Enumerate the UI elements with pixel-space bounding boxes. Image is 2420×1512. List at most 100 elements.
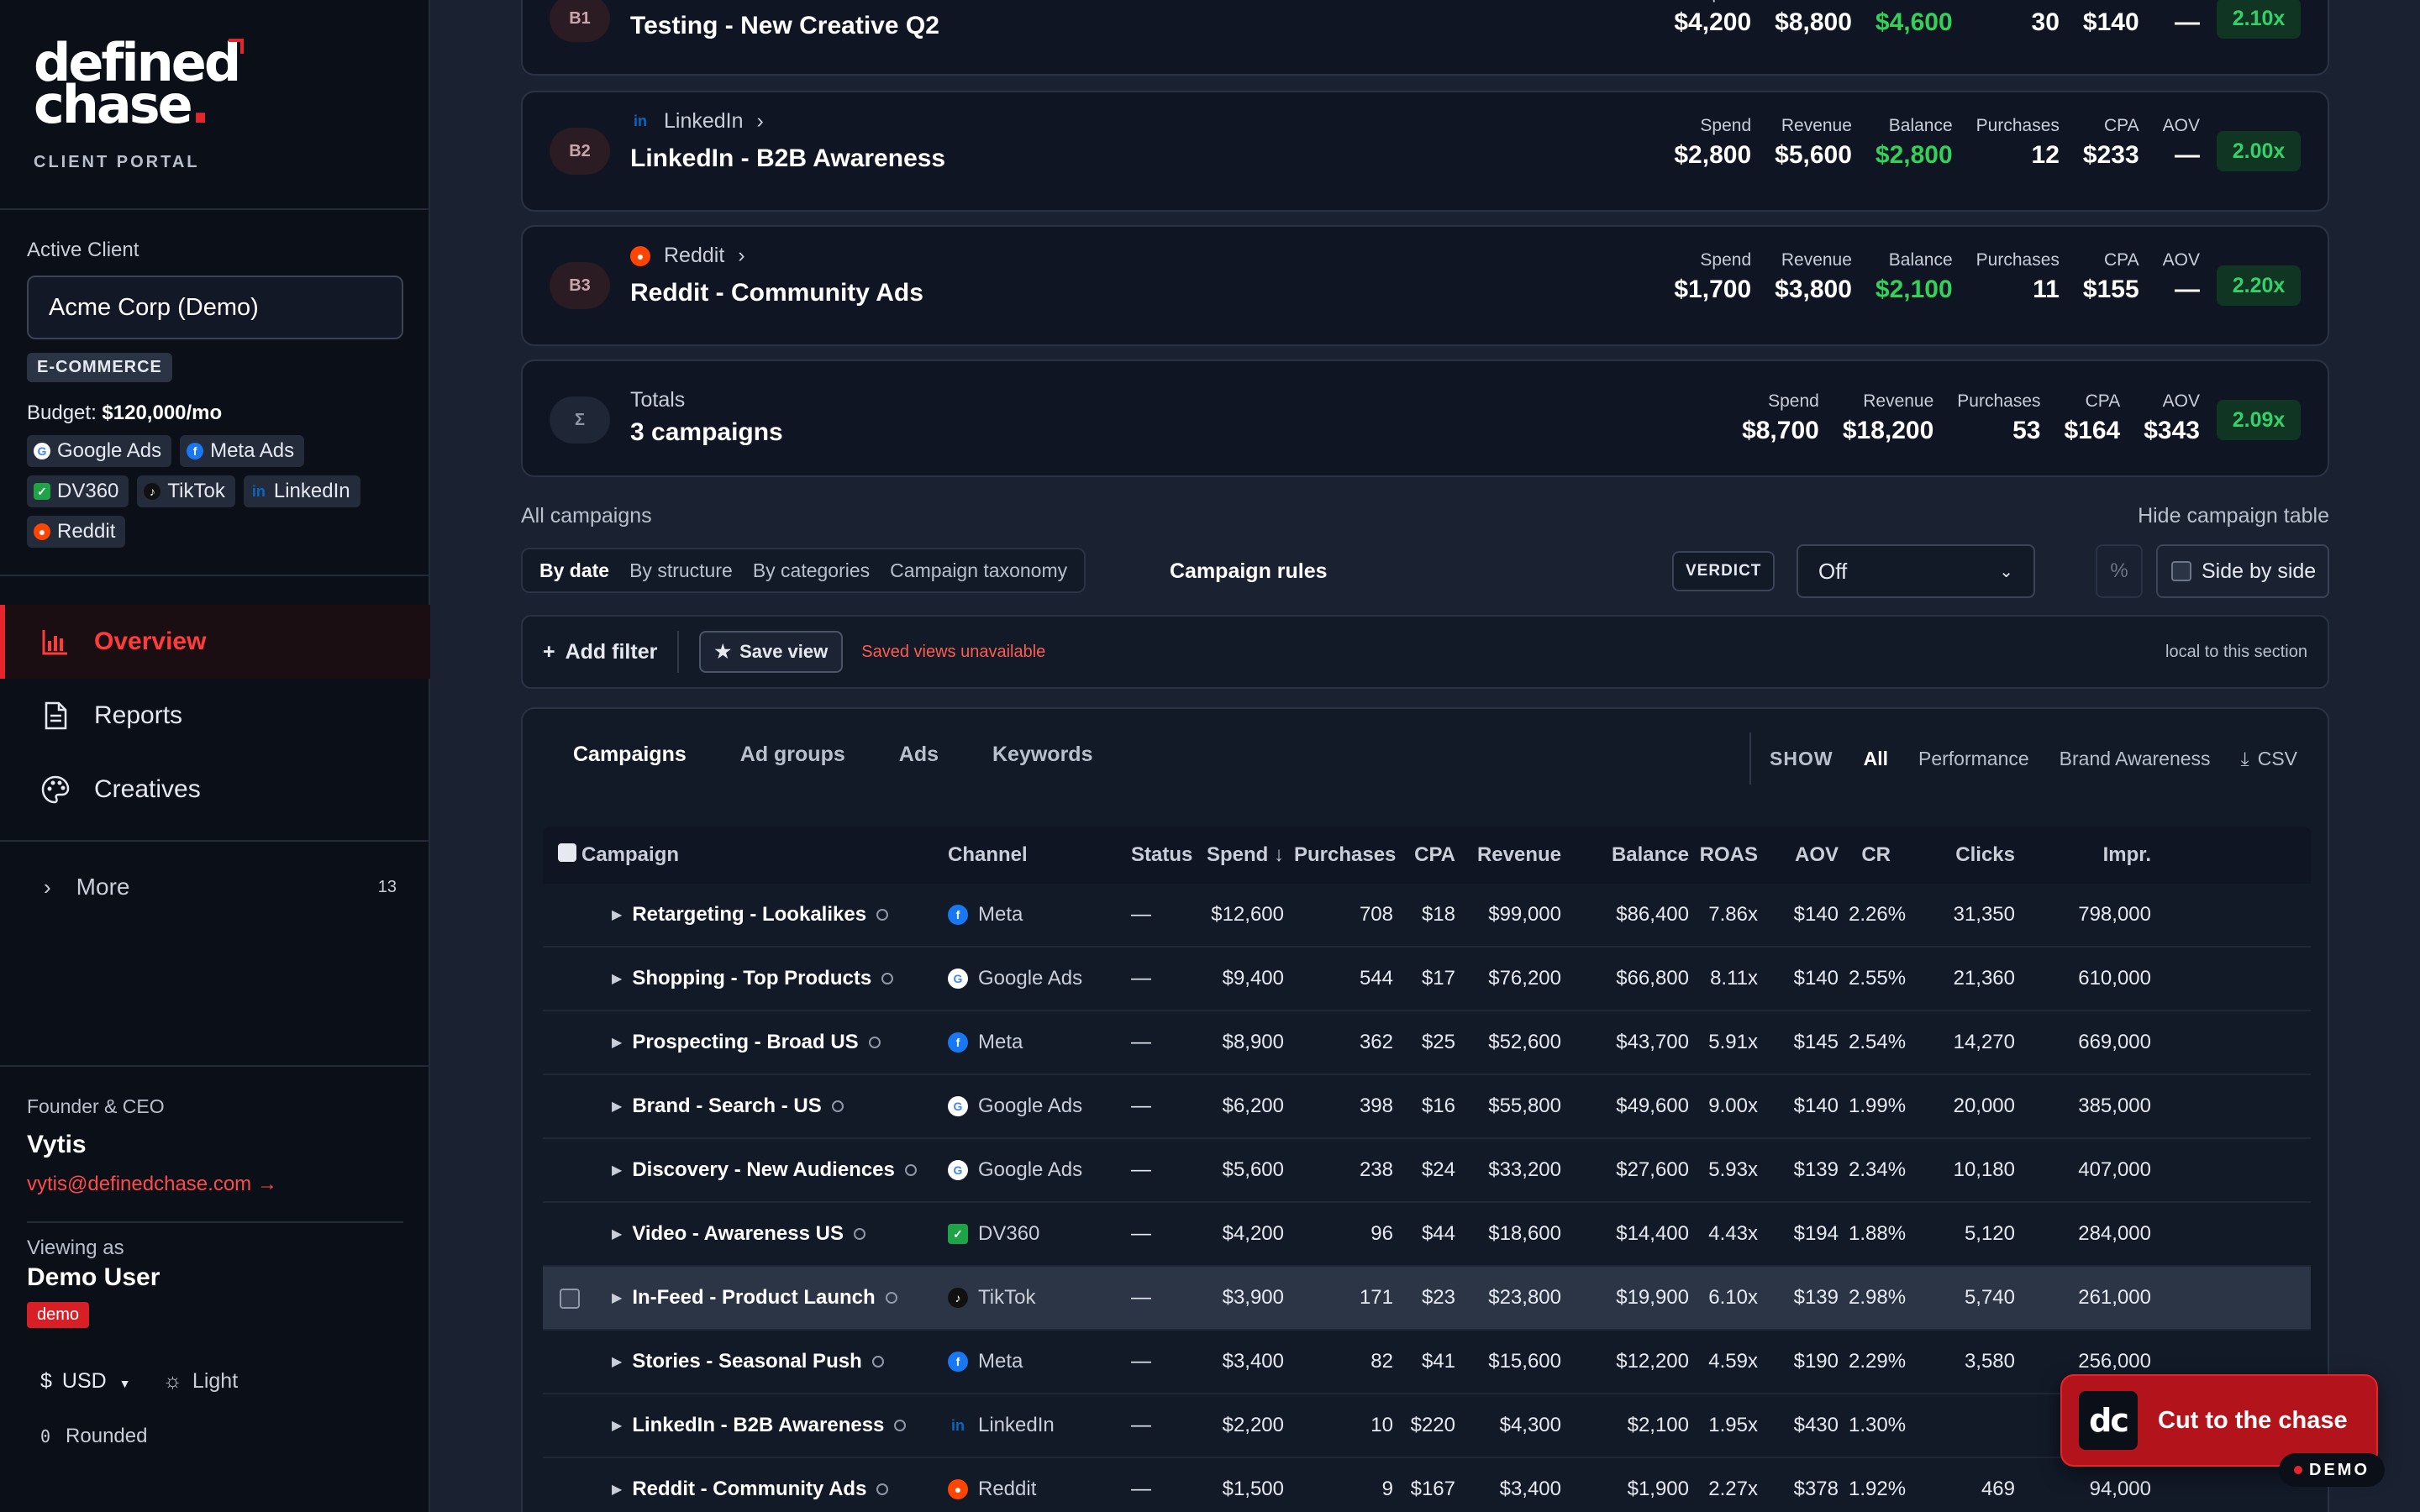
tab-ad-groups[interactable]: Ad groups	[739, 743, 845, 766]
table-row[interactable]: ▶ Prospecting - Broad US f Meta — $8,900 362 $2…	[543, 1011, 2311, 1075]
campaign-summary-card[interactable]: B3 ● Reddit › Reddit - Community Ads Spe…	[521, 225, 2329, 346]
table-row[interactable]: ▶ Reddit - Community Ads ● Reddit — $1,500 9 $1…	[543, 1458, 2311, 1512]
campaign-summary-card[interactable]: B2 in LinkedIn › LinkedIn - B2B Awarenes…	[521, 91, 2329, 212]
rounding-toggle[interactable]: 0 Rounded	[40, 1425, 147, 1448]
column-header-cr[interactable]: CR	[1861, 843, 1891, 866]
campaign-name[interactable]: In-Feed - Product Launch	[632, 1286, 876, 1309]
tab-ads[interactable]: Ads	[898, 743, 939, 766]
expand-row-icon[interactable]: ▶	[612, 1291, 623, 1305]
campaign-name[interactable]: Reddit - Community Ads	[632, 1478, 867, 1500]
active-client-select[interactable]: Acme Corp (Demo)	[27, 276, 403, 339]
side-by-side-toggle[interactable]: Side by side	[2156, 544, 2329, 598]
column-header-balance[interactable]: Balance	[1611, 843, 1689, 866]
expand-row-icon[interactable]: ▶	[612, 1036, 623, 1050]
campaign-summary-card[interactable]: B1 ♪ TikTok › Testing - New Creative Q2 …	[521, 0, 2329, 76]
expand-row-icon[interactable]: ▶	[612, 1355, 623, 1369]
show-performance-option[interactable]: Performance	[1918, 747, 2029, 769]
nav-item-reports[interactable]: Reports	[0, 679, 430, 753]
metric-label: AOV	[2162, 250, 2200, 270]
impr-cell: 94,000	[2089, 1478, 2151, 1500]
founder-email-link[interactable]: vytis@definedchase.com →	[27, 1173, 277, 1195]
campaign-name[interactable]: Stories - Seasonal Push	[632, 1350, 862, 1373]
campaign-name[interactable]: Retargeting - Lookalikes	[632, 903, 867, 926]
column-header-campaign[interactable]: Campaign	[581, 843, 680, 866]
save-view-button[interactable]: ★ Save view	[699, 631, 844, 673]
expand-row-icon[interactable]: ▶	[612, 1163, 623, 1178]
table-row[interactable]: ▶ In-Feed - Product Launch ♪ TikTok — $3,900 1…	[543, 1267, 2311, 1331]
tab-keywords[interactable]: Keywords	[992, 743, 1093, 766]
column-header-status[interactable]: Status	[1131, 843, 1193, 866]
campaign-channel-link[interactable]: in LinkedIn ›	[630, 109, 764, 134]
campaign-name[interactable]: Discovery - New Audiences	[632, 1158, 895, 1181]
expand-row-icon[interactable]: ▶	[612, 972, 623, 986]
channel-chip[interactable]: ✓ DV360	[27, 475, 129, 507]
show-brand-awareness-option[interactable]: Brand Awareness	[2059, 747, 2211, 769]
verdict-select[interactable]: Off ⌄	[1797, 544, 2035, 598]
channel-chip[interactable]: G Google Ads	[27, 435, 172, 467]
cut-to-the-chase-button[interactable]: dc Cut to the chase	[2060, 1374, 2378, 1467]
expand-row-icon[interactable]: ▶	[612, 1227, 623, 1242]
expand-row-icon[interactable]: ▶	[612, 1100, 623, 1114]
channel-chip[interactable]: ♪ TikTok	[137, 475, 235, 507]
metric-value: $155	[2082, 276, 2139, 303]
expand-row-icon[interactable]: ▶	[612, 1483, 623, 1497]
metric-value: —	[2175, 276, 2200, 303]
roas-cell: 8.11x	[1710, 967, 1758, 990]
column-header-channel[interactable]: Channel	[948, 843, 1028, 866]
segment-by-structure[interactable]: By structure	[629, 559, 733, 581]
table-row[interactable]: ▶ Retargeting - Lookalikes f Meta — $12,600 70…	[543, 884, 2311, 948]
table-row[interactable]: ▶ Shopping - Top Products G Google Ads — $9,4…	[543, 948, 2311, 1011]
campaign-name[interactable]: Prospecting - Broad US	[632, 1031, 859, 1053]
nav-item-creatives[interactable]: Creatives	[0, 753, 430, 827]
column-header-purchases[interactable]: Purchases	[1294, 843, 1397, 866]
column-header-revenue[interactable]: Revenue	[1476, 843, 1561, 866]
table-row[interactable]: ▶ Discovery - New Audiences G Google Ads — $5…	[543, 1139, 2311, 1203]
column-header-impressions[interactable]: Impr.	[2102, 843, 2151, 866]
campaign-channel-link[interactable]: ♪ TikTok ›	[630, 0, 744, 1]
nav-item-overview[interactable]: Overview	[0, 605, 430, 679]
channel-chip[interactable]: in LinkedIn	[243, 475, 360, 507]
select-all-checkbox[interactable]	[543, 843, 576, 868]
campaign-name[interactable]: Brand - Search - US	[632, 1095, 822, 1117]
more-menu-toggle[interactable]: › More 13	[44, 874, 397, 900]
metric-label: AOV	[2162, 391, 2200, 411]
segment-by-categories[interactable]: By categories	[752, 559, 871, 581]
portal-label: CLIENT PORTAL	[34, 153, 200, 171]
meta-icon: f	[948, 1352, 968, 1372]
revenue-cell: $18,600	[1488, 1222, 1561, 1245]
campaign-name[interactable]: LinkedIn - B2B Awareness	[632, 1414, 885, 1436]
csv-export-button[interactable]: ⤓ CSV	[2241, 748, 2297, 770]
side-by-side-checkbox[interactable]	[2171, 561, 2191, 581]
table-row[interactable]: ▶ Stories - Seasonal Push f Meta — $3,400 82 $4…	[543, 1331, 2311, 1394]
segment-by-date[interactable]: By date	[539, 559, 610, 581]
expand-row-icon[interactable]: ▶	[612, 908, 623, 922]
campaign-channel-link[interactable]: ● Reddit ›	[630, 244, 745, 268]
brand-logo[interactable]: defined chase.	[34, 37, 244, 131]
channel-chip-label: Reddit	[57, 520, 116, 543]
campaign-rules-button[interactable]: Campaign rules	[1170, 559, 1328, 583]
expand-row-icon[interactable]: ▶	[612, 1419, 623, 1433]
row-checkbox[interactable]	[560, 1289, 580, 1309]
campaign-name[interactable]: Shopping - Top Products	[632, 967, 872, 990]
hide-campaign-table-button[interactable]: Hide campaign table	[2138, 504, 2329, 528]
column-header-roas[interactable]: ROAS	[1699, 843, 1758, 866]
percent-toggle[interactable]: %	[2096, 544, 2143, 598]
currency-selector[interactable]: $ USD ▼	[40, 1369, 131, 1394]
theme-toggle[interactable]: ☼ Light	[163, 1369, 238, 1394]
add-filter-button[interactable]: + Add filter	[543, 640, 657, 664]
column-header-spend[interactable]: Spend ↓	[1206, 843, 1284, 866]
tab-campaigns[interactable]: Campaigns	[573, 743, 687, 766]
campaign-name[interactable]: Video - Awareness US	[632, 1222, 844, 1245]
column-header-aov[interactable]: AOV	[1794, 843, 1839, 866]
totals-metrics: Spend $8,700 Revenue $18,200 Purchases 53 CPA $…	[1742, 391, 2200, 445]
segment-campaign-taxonomy[interactable]: Campaign taxonomy	[890, 559, 1068, 581]
column-header-cpa[interactable]: CPA	[1414, 843, 1455, 866]
table-row[interactable]: ▶ LinkedIn - B2B Awareness in LinkedIn — $2,2…	[543, 1394, 2311, 1458]
show-all-option[interactable]: All	[1863, 747, 1888, 769]
table-row[interactable]: ▶ Video - Awareness US ✓ DV360 — $4,200 96 $44 $…	[543, 1203, 2311, 1267]
table-row[interactable]: ▶ Brand - Search - US G Google Ads — $6,200 39…	[543, 1075, 2311, 1139]
balance-cell: $12,200	[1616, 1350, 1689, 1373]
column-header-clicks[interactable]: Clicks	[1955, 843, 2015, 866]
channel-chip[interactable]: ● Reddit	[27, 516, 126, 548]
channel-chip[interactable]: f Meta Ads	[180, 435, 305, 467]
